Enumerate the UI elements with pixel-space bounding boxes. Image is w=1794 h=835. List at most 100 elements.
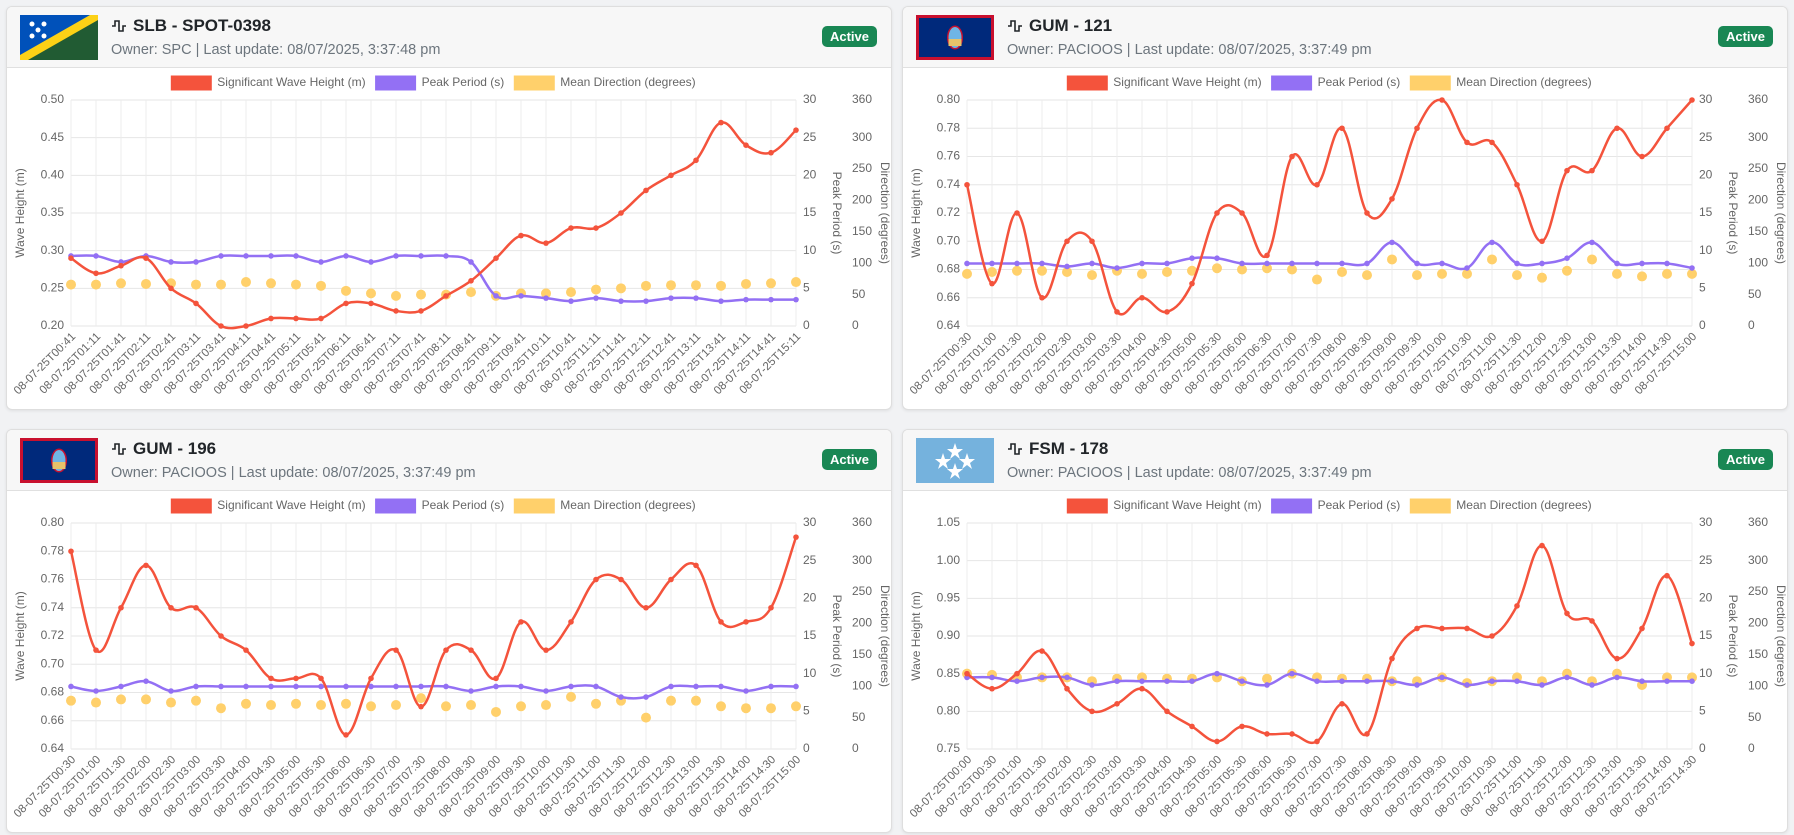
data-point bbox=[218, 633, 224, 639]
card-title: GUM - 196 bbox=[133, 439, 217, 458]
data-point bbox=[1064, 263, 1070, 270]
data-point bbox=[1289, 731, 1295, 737]
scatter-point bbox=[741, 278, 751, 289]
data-point bbox=[1039, 294, 1045, 301]
data-point bbox=[418, 683, 424, 690]
y2-tick-label: 20 bbox=[1699, 591, 1713, 605]
data-point bbox=[1589, 239, 1595, 246]
wave-icon bbox=[1008, 20, 1022, 32]
y3-tick-label: 50 bbox=[852, 710, 866, 724]
data-point bbox=[593, 683, 599, 690]
scatter-point bbox=[766, 703, 776, 714]
data-point bbox=[1339, 125, 1345, 132]
data-point bbox=[1139, 294, 1145, 301]
data-point bbox=[643, 187, 649, 194]
y2-tick-label: 20 bbox=[803, 591, 817, 605]
scatter-point bbox=[1162, 267, 1172, 278]
data-point bbox=[693, 295, 699, 301]
data-point bbox=[193, 259, 199, 265]
data-point bbox=[1514, 181, 1520, 188]
y-tick-label: 0.75 bbox=[937, 741, 961, 755]
data-point bbox=[1264, 682, 1270, 688]
y-tick-label: 1.05 bbox=[937, 515, 961, 529]
y2-tick-label: 25 bbox=[803, 553, 817, 567]
y3-tick-label: 250 bbox=[1748, 584, 1768, 598]
data-point bbox=[1239, 260, 1245, 267]
scatter-point bbox=[116, 278, 126, 289]
y-tick-label: 0.74 bbox=[41, 600, 65, 614]
legend-swatch bbox=[513, 75, 555, 91]
data-point bbox=[368, 300, 374, 307]
data-point bbox=[268, 253, 274, 259]
data-point bbox=[243, 323, 249, 329]
data-point bbox=[1064, 674, 1070, 681]
data-point bbox=[1389, 196, 1395, 202]
scatter-point bbox=[416, 693, 426, 704]
data-point bbox=[643, 298, 649, 304]
data-point bbox=[218, 683, 224, 690]
data-point bbox=[1689, 640, 1695, 647]
data-point bbox=[468, 688, 474, 694]
scatter-point bbox=[266, 278, 276, 289]
data-point bbox=[793, 534, 799, 540]
scatter-point bbox=[316, 280, 326, 291]
data-point bbox=[193, 300, 199, 307]
data-point bbox=[618, 298, 624, 304]
scatter-point bbox=[91, 697, 101, 708]
data-point bbox=[93, 647, 99, 653]
y-tick-label: 0.80 bbox=[937, 704, 961, 718]
data-point bbox=[293, 675, 299, 682]
y3-tick-label: 150 bbox=[852, 647, 872, 661]
data-point bbox=[268, 683, 274, 690]
y-tick-label: 0.78 bbox=[937, 120, 961, 134]
legend-label: Mean Direction (degrees) bbox=[1456, 498, 1591, 512]
data-point bbox=[1239, 210, 1245, 216]
y2-tick-label: 0 bbox=[803, 318, 810, 332]
data-point bbox=[293, 683, 299, 690]
card-title: FSM - 178 bbox=[1029, 439, 1109, 458]
y-axis-title: Wave Height (m) bbox=[13, 168, 27, 258]
legend-label: Peak Period (s) bbox=[1318, 75, 1401, 89]
data-point bbox=[1364, 260, 1370, 267]
data-point bbox=[318, 259, 324, 265]
scatter-point bbox=[541, 288, 551, 299]
data-point bbox=[443, 683, 449, 690]
legend-swatch bbox=[375, 75, 417, 91]
y-tick-label: 0.68 bbox=[937, 262, 961, 276]
y2-tick-label: 10 bbox=[803, 243, 817, 257]
data-point bbox=[1064, 238, 1070, 245]
data-point bbox=[989, 685, 995, 692]
data-point bbox=[443, 293, 449, 299]
flag bbox=[20, 438, 98, 483]
scatter-point bbox=[66, 279, 76, 290]
data-point bbox=[118, 683, 124, 690]
data-point bbox=[1489, 239, 1495, 246]
scatter-point bbox=[641, 712, 651, 723]
data-point bbox=[493, 675, 499, 682]
data-point bbox=[118, 604, 124, 611]
scatter-point bbox=[291, 698, 301, 709]
data-point bbox=[1289, 260, 1295, 267]
scatter-point bbox=[1362, 270, 1372, 281]
y-tick-label: 0.90 bbox=[937, 628, 961, 642]
scatter-point bbox=[216, 279, 226, 290]
scatter-point bbox=[1687, 672, 1697, 683]
scatter-point bbox=[1662, 268, 1672, 279]
scatter-point bbox=[566, 691, 576, 702]
scatter-point bbox=[791, 701, 801, 712]
legend: Significant Wave Height (m) Peak Period (… bbox=[170, 498, 696, 514]
y-tick-label: 0.76 bbox=[937, 149, 961, 163]
y3-axis-title: Direction (degrees) bbox=[878, 162, 892, 264]
card-title-row: GUM - 121 bbox=[1007, 16, 1112, 36]
scatter-point bbox=[1012, 265, 1022, 276]
data-point bbox=[1514, 603, 1520, 609]
y3-tick-label: 100 bbox=[852, 255, 872, 269]
y3-tick-label: 50 bbox=[1748, 710, 1762, 724]
scatter-point bbox=[1412, 270, 1422, 281]
data-point bbox=[618, 576, 624, 583]
y-tick-label: 0.95 bbox=[937, 591, 961, 605]
data-point bbox=[1214, 670, 1220, 677]
legend-swatch bbox=[375, 498, 417, 514]
y3-tick-label: 250 bbox=[1748, 161, 1768, 175]
series-line bbox=[966, 672, 1692, 687]
